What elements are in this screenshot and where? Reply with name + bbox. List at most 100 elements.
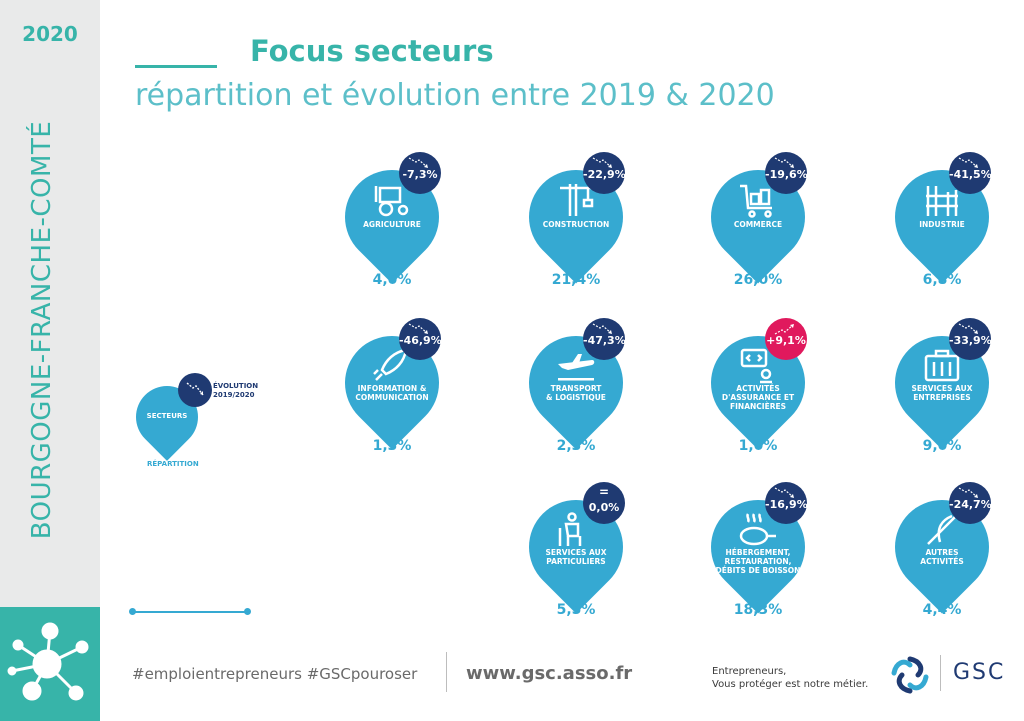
trend-down-icon: [958, 157, 978, 168]
evolution-value: -24,7%: [949, 498, 992, 511]
sector-services-entreprises: SERVICES AUX ENTREPRISES -33,9% 9,0%: [875, 316, 1009, 468]
evolution-badge: -33,9%: [949, 318, 992, 360]
sector-industrie: INDUSTRIE -41,5% 6,8%: [875, 150, 1009, 302]
crane-icon: [560, 184, 594, 216]
sector-autres-activites: AUTRES ACTIVITÉS -24,7% 4,4%: [875, 480, 1009, 632]
tractor-icon: [374, 186, 409, 217]
evolution-value: -19,6%: [765, 168, 808, 181]
sector-services-particuliers: SERVICES AUX PARTICULIERS = 0,0% 5,5%: [509, 480, 643, 632]
trend-down-icon: [186, 382, 204, 396]
share-value: 26,0%: [733, 272, 783, 288]
sector-transport-logistique: TRANSPORT & LOGISTIQUE -47,3% 2,3%: [509, 316, 643, 468]
equal-sign: =: [598, 485, 610, 499]
sector-name: ACTIVITÉS D'ASSURANCE ET FINANCIÈRES: [721, 384, 795, 411]
trend-up-icon: [774, 324, 794, 335]
sector-information-communication: INFORMATION & COMMUNICATION -46,9% 1,3%: [325, 316, 459, 468]
evolution-badge: -7,3%: [399, 152, 441, 194]
frying-pan-icon: [739, 513, 776, 546]
logo-divider: [940, 655, 941, 691]
evolution-value: -7,3%: [402, 168, 438, 181]
evolution-badge: -16,9%: [765, 482, 808, 524]
sector-name: HÉBERGEMENT, RESTAURATION, DÉBITS DE BOI…: [715, 548, 801, 575]
page-subtitle: répartition et évolution entre 2019 & 20…: [135, 78, 775, 113]
sector-name: TRANSPORT & LOGISTIQUE: [546, 384, 606, 402]
trend-down-icon: [408, 157, 428, 168]
website-link[interactable]: www.gsc.asso.fr: [466, 663, 633, 684]
person-chair-icon: [558, 512, 582, 546]
sector-construction: CONSTRUCTION -22,9% 21,4%: [509, 150, 643, 302]
gsc-logo-icon: [891, 656, 929, 694]
sector-assurance-financieres: ACTIVITÉS D'ASSURANCE ET FINANCIÈRES +9,…: [691, 316, 825, 468]
legend-sector-label: SECTEURS: [146, 412, 188, 420]
trend-down-icon: [592, 323, 612, 334]
region-label: BOURGOGNE-FRANCHE-COMTÉ: [27, 120, 57, 540]
sector-name: SERVICES AUX PARTICULIERS: [545, 548, 607, 566]
evolution-badge: = 0,0%: [583, 482, 625, 524]
evolution-value: -41,5%: [949, 168, 992, 181]
trend-down-icon: [592, 157, 612, 168]
decorative-dot: [244, 608, 251, 615]
sector-name: INDUSTRIE: [919, 220, 965, 229]
decorative-dot: [129, 608, 136, 615]
gsc-logo-text: GSC: [953, 660, 1006, 685]
evolution-value: -22,9%: [583, 168, 626, 181]
trend-down-icon: [958, 487, 978, 498]
share-value: 1,0%: [738, 438, 778, 454]
evolution-badge: +9,1%: [765, 318, 807, 360]
legend: SECTEURS ÉVOLUTION 2019/2020 RÉPARTITION: [123, 368, 258, 478]
legend-evolution-label: ÉVOLUTION 2019/2020: [213, 382, 259, 399]
page-title: Focus secteurs: [250, 34, 494, 68]
factory-icon: [926, 186, 958, 216]
sector-hebergement-restauration: HÉBERGEMENT, RESTAURATION, DÉBITS DE BOI…: [691, 480, 825, 632]
trend-down-icon: [774, 487, 794, 498]
airplane-icon: [558, 354, 595, 381]
evolution-value: -47,3%: [583, 334, 626, 347]
sector-agriculture: AGRICULTURE -7,3% 4,0%: [325, 150, 459, 302]
evolution-value: 0,0%: [588, 501, 620, 514]
share-value: 1,3%: [372, 438, 412, 454]
share-value: 9,0%: [922, 438, 962, 454]
evolution-value: -33,9%: [949, 334, 992, 347]
share-value: 4,0%: [372, 272, 412, 288]
year-label: 2020: [22, 22, 78, 46]
sector-name: AGRICULTURE: [363, 220, 421, 229]
evolution-value: -16,9%: [765, 498, 808, 511]
trend-down-icon: [408, 323, 428, 334]
evolution-badge: -22,9%: [583, 152, 626, 194]
rocket-icon: [373, 348, 408, 381]
share-value: 5,5%: [556, 602, 596, 618]
evolution-value: -46,9%: [399, 334, 442, 347]
sector-name: COMMERCE: [733, 220, 783, 229]
sector-commerce: COMMERCE -19,6% 26,0%: [691, 150, 825, 302]
computer-code-icon: [740, 348, 772, 384]
evolution-badge: -41,5%: [949, 152, 992, 194]
legend-badge: [178, 373, 212, 407]
evolution-value: +9,1%: [766, 334, 806, 347]
share-value: 4,4%: [922, 602, 962, 618]
share-value: 18,3%: [733, 602, 783, 618]
tagline: Entrepreneurs, Vous protéger est notre m…: [712, 666, 869, 690]
title-accent-line: [135, 65, 217, 68]
evolution-badge: -46,9%: [399, 318, 442, 360]
share-value: 21,4%: [551, 272, 601, 288]
trend-down-icon: [774, 157, 794, 168]
legend-distribution-label: RÉPARTITION: [147, 460, 199, 468]
sector-name: AUTRES ACTIVITÉS: [920, 548, 964, 566]
needle-thread-icon: [927, 514, 957, 545]
share-value: 2,3%: [556, 438, 596, 454]
sector-name: CONSTRUCTION: [542, 220, 610, 229]
sector-name: SERVICES AUX ENTREPRISES: [911, 384, 973, 402]
footer-divider: [446, 652, 447, 692]
evolution-badge: -24,7%: [949, 482, 992, 524]
network-decoration: [0, 607, 100, 721]
evolution-badge: -47,3%: [583, 318, 626, 360]
toolbox-icon: [924, 349, 960, 382]
sector-name: INFORMATION & COMMUNICATION: [355, 384, 429, 402]
share-value: 6,8%: [922, 272, 962, 288]
shopping-cart-icon: [740, 184, 772, 218]
decorative-line: [132, 611, 248, 613]
evolution-badge: -19,6%: [765, 152, 808, 194]
trend-down-icon: [958, 323, 978, 334]
sidebar: 2020 BOURGOGNE-FRANCHE-COMTÉ: [0, 0, 100, 721]
hashtags: #emploientrepreneurs #GSCpouroser: [132, 665, 418, 683]
